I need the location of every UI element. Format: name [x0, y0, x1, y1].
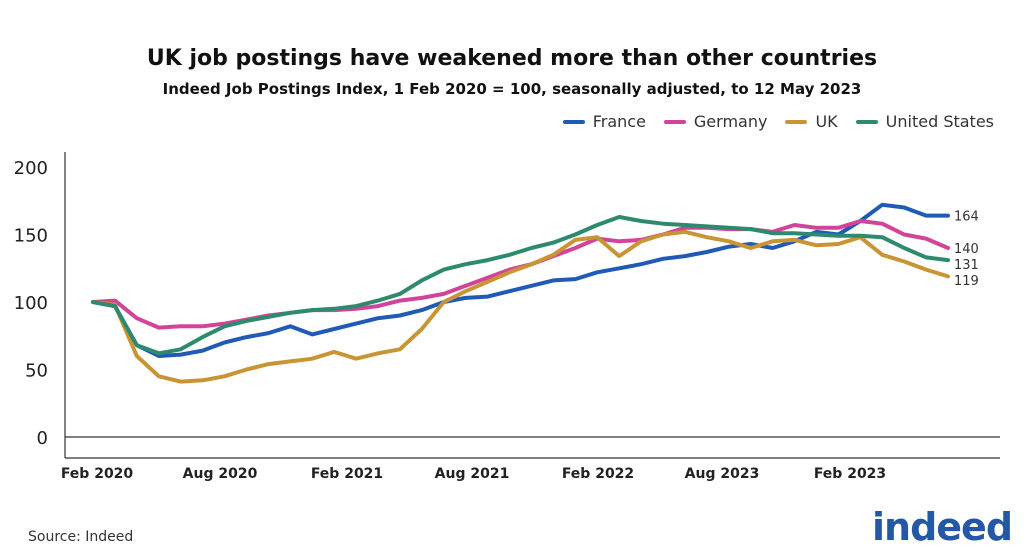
end-label: 119: [954, 274, 979, 289]
x-tick-label: Feb 2023: [814, 466, 886, 482]
source-note: Source: Indeed: [28, 529, 134, 545]
y-tick-label: 100: [14, 293, 48, 314]
legend: France Germany UK United States: [562, 112, 994, 131]
legend-item-germany: Germany: [663, 112, 768, 131]
chart-subtitle: Indeed Job Postings Index, 1 Feb 2020 = …: [162, 80, 862, 98]
chart-title: UK job postings have weakened more than …: [146, 46, 878, 71]
x-tick-label: Aug 2020: [183, 466, 258, 482]
legend-label: Germany: [693, 112, 768, 131]
x-tick-label: Feb 2022: [562, 466, 634, 482]
end-label: 164: [954, 210, 979, 225]
legend-swatch: [785, 119, 808, 124]
x-tick-label: Aug 2023: [685, 466, 760, 482]
x-tick-label: Feb 2021: [311, 466, 383, 482]
series-line-uk: [91, 229, 950, 384]
indeed-logo: indeed: [872, 505, 1013, 549]
end-label: 131: [954, 258, 979, 273]
end-label: 140: [954, 242, 979, 257]
legend-label: UK: [815, 112, 838, 131]
legend-swatch: [855, 119, 878, 124]
y-tick-label: 200: [14, 158, 48, 179]
legend-swatch: [663, 119, 686, 124]
y-tick-label: 150: [14, 226, 48, 247]
legend-swatch: [562, 119, 585, 124]
x-tick-label: Feb 2020: [61, 466, 134, 482]
series-line-germany: [91, 219, 950, 330]
series-line-france: [91, 202, 950, 358]
y-tick-label: 0: [37, 428, 48, 449]
x-tick-label: Aug 2021: [435, 466, 510, 482]
legend-label: France: [592, 112, 646, 131]
y-tick-label: 50: [25, 361, 48, 382]
legend-item-us: United States: [855, 112, 994, 131]
legend-item-uk: UK: [785, 112, 838, 131]
legend-item-france: France: [562, 112, 646, 131]
legend-label: United States: [885, 112, 994, 131]
series-line-united-states: [91, 215, 950, 356]
